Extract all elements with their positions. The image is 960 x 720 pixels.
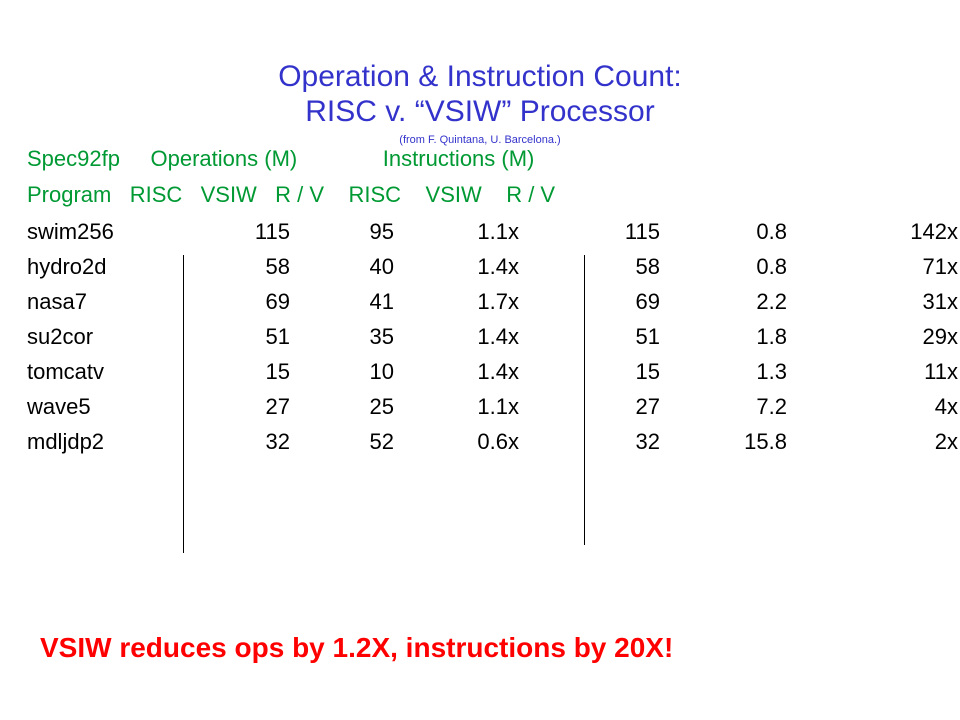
- table-row: tomcatv 15 10 1.4x 15 1.3 11x: [0, 359, 960, 394]
- table-row: nasa7 69 41 1.7x 69 2.2 31x: [0, 289, 960, 324]
- ops-vsiw: 25: [369, 394, 394, 419]
- ins-vsiw: 7.2: [756, 394, 787, 419]
- ins-ratio: 2x: [934, 429, 958, 454]
- source-credit: (from F. Quintana, U. Barcelona.): [399, 134, 561, 146]
- ins-vsiw: 2.2: [756, 289, 787, 314]
- ins-risc: 15: [635, 359, 660, 384]
- slide-title-line1: Operation & Instruction Count:: [278, 60, 682, 93]
- ops-ratio: 1.4x: [477, 324, 519, 349]
- ops-ratio: 1.7x: [477, 289, 519, 314]
- ops-risc: 32: [265, 429, 290, 454]
- ops-risc: 58: [265, 254, 290, 279]
- column-divider-right: [584, 255, 585, 545]
- ops-vsiw: 40: [369, 254, 394, 279]
- program-name: swim256: [27, 219, 114, 244]
- ops-risc: 69: [265, 289, 290, 314]
- ins-risc: 69: [635, 289, 660, 314]
- ins-risc: 115: [624, 219, 660, 244]
- ops-risc: 15: [265, 359, 290, 384]
- ops-vsiw: 35: [369, 324, 394, 349]
- program-name: su2cor: [27, 324, 94, 349]
- ops-vsiw: 10: [369, 359, 394, 384]
- ops-ratio: 1.4x: [477, 254, 519, 279]
- ins-ratio: 4x: [934, 394, 958, 419]
- program-name: wave5: [27, 394, 91, 419]
- table-header-group: Spec92fp Operations (M) Instructions (M): [27, 146, 535, 171]
- ins-ratio: 31x: [922, 289, 958, 314]
- ops-ratio: 0.6x: [477, 429, 519, 454]
- program-name: nasa7: [27, 289, 87, 314]
- column-divider-left: [183, 255, 184, 553]
- ins-ratio: 142x: [910, 219, 958, 244]
- ins-ratio: 29x: [922, 324, 958, 349]
- table-row: su2cor 51 35 1.4x 51 1.8 29x: [0, 324, 960, 359]
- ins-vsiw: 15.8: [744, 429, 787, 454]
- ops-ratio: 1.1x: [477, 219, 519, 244]
- ops-ratio: 1.1x: [477, 394, 519, 419]
- ins-risc: 32: [635, 429, 660, 454]
- benchmark-table: swim256 115 95 1.1x 115 0.8 142x hydro2d…: [0, 219, 960, 464]
- table-row: hydro2d 58 40 1.4x 58 0.8 71x: [0, 254, 960, 289]
- ops-risc: 27: [265, 394, 290, 419]
- ins-vsiw: 0.8: [756, 254, 787, 279]
- ops-ratio: 1.4x: [477, 359, 519, 384]
- ins-ratio: 11x: [924, 359, 958, 384]
- ops-vsiw: 52: [369, 429, 394, 454]
- ins-risc: 58: [635, 254, 660, 279]
- table-row: swim256 115 95 1.1x 115 0.8 142x: [0, 219, 960, 254]
- ops-risc: 51: [265, 324, 290, 349]
- ins-vsiw: 0.8: [756, 219, 787, 244]
- slide-title-line2: RISC v. “VSIW” Processor: [305, 95, 655, 128]
- ins-ratio: 71x: [922, 254, 958, 279]
- ops-risc: 115: [254, 219, 290, 244]
- ins-vsiw: 1.3: [756, 359, 787, 384]
- program-name: mdljdp2: [27, 429, 105, 454]
- ins-risc: 51: [635, 324, 660, 349]
- table-row: wave5 27 25 1.1x 27 7.2 4x: [0, 394, 960, 429]
- program-name: hydro2d: [27, 254, 107, 279]
- ins-risc: 27: [635, 394, 660, 419]
- table-header-columns: Program RISC VSIW R / V RISC VSIW R / V: [27, 182, 556, 207]
- table-row: mdljdp2 32 52 0.6x 32 15.8 2x: [0, 429, 960, 464]
- program-name: tomcatv: [27, 359, 105, 384]
- ops-vsiw: 41: [369, 289, 394, 314]
- ins-vsiw: 1.8: [756, 324, 787, 349]
- ops-vsiw: 95: [369, 219, 394, 244]
- summary-callout: VSIW reduces ops by 1.2X, instructions b…: [40, 632, 674, 663]
